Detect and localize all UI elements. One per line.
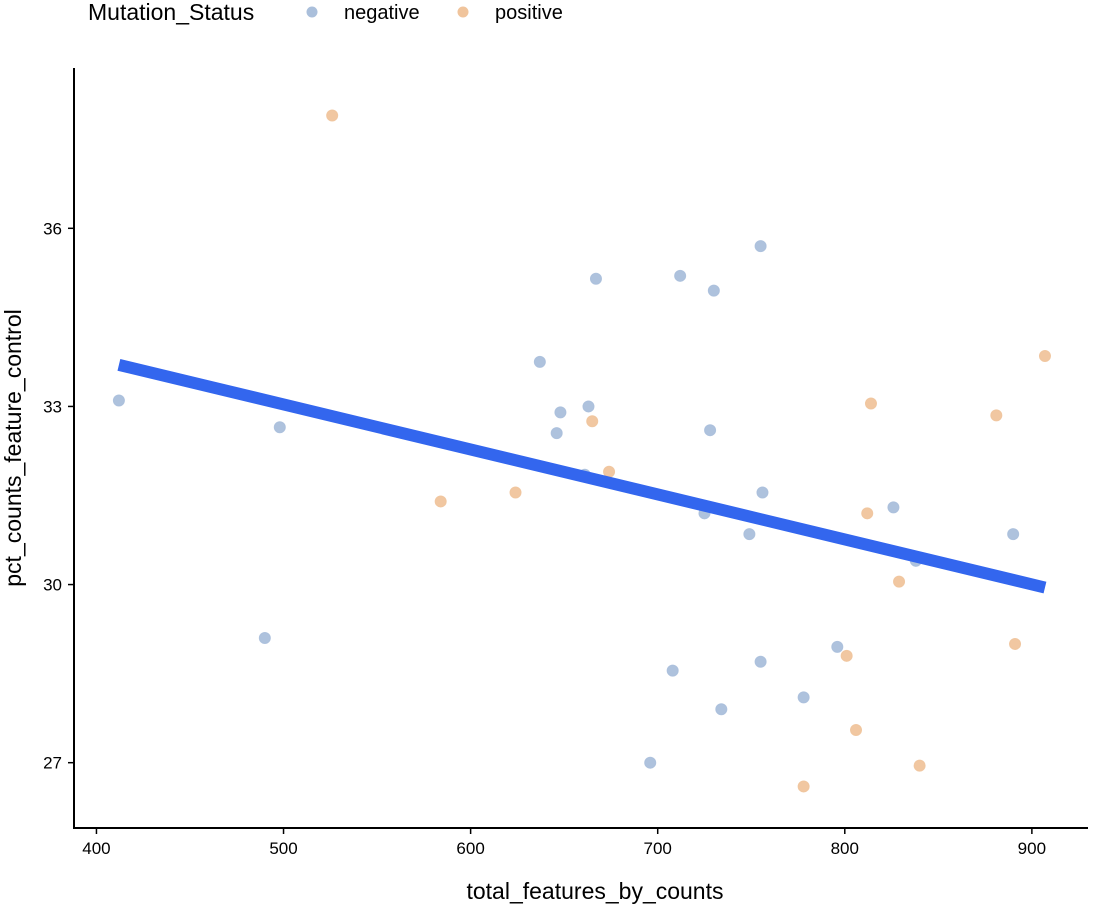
legend-title: Mutation_Status bbox=[88, 0, 254, 25]
point-negative bbox=[273, 421, 286, 434]
x-tick-label: 500 bbox=[269, 839, 297, 858]
x-tick-label: 600 bbox=[456, 839, 484, 858]
point-positive bbox=[586, 415, 599, 428]
legend-key-positive bbox=[457, 6, 469, 18]
point-negative bbox=[887, 501, 900, 514]
x-axis-title: total_features_by_counts bbox=[466, 878, 723, 904]
point-negative bbox=[1007, 528, 1020, 541]
point-negative bbox=[754, 240, 767, 253]
trend-line bbox=[117, 359, 1047, 594]
point-positive bbox=[603, 465, 616, 478]
point-negative bbox=[756, 486, 769, 499]
y-tick-label: 33 bbox=[43, 397, 62, 416]
x-tick-label: 800 bbox=[831, 839, 859, 858]
point-negative bbox=[533, 355, 546, 368]
point-negative bbox=[797, 691, 810, 704]
point-negative bbox=[707, 284, 720, 297]
y-axis-title: pct_counts_feature_control bbox=[0, 309, 26, 586]
point-negative bbox=[715, 703, 728, 716]
point-negative bbox=[258, 632, 271, 644]
point-positive bbox=[864, 397, 877, 410]
point-negative bbox=[831, 640, 844, 653]
point-negative bbox=[644, 756, 657, 769]
point-negative bbox=[666, 664, 679, 677]
x-tick-label: 900 bbox=[1018, 839, 1046, 858]
point-positive bbox=[861, 507, 874, 520]
point-negative bbox=[589, 272, 602, 285]
legend-label-positive: positive bbox=[495, 2, 563, 24]
point-positive bbox=[1038, 349, 1051, 362]
y-tick-label: 30 bbox=[43, 576, 62, 595]
point-negative bbox=[582, 400, 595, 413]
point-negative bbox=[554, 406, 567, 419]
point-positive bbox=[1009, 637, 1022, 650]
point-positive bbox=[797, 780, 810, 793]
y-tick-label: 36 bbox=[43, 219, 62, 238]
point-positive bbox=[434, 495, 447, 508]
point-positive bbox=[850, 724, 863, 737]
y-tick-label: 27 bbox=[43, 754, 62, 773]
x-tick-label: 700 bbox=[644, 839, 672, 858]
point-positive bbox=[990, 409, 1003, 422]
legend-key-negative bbox=[306, 6, 318, 18]
point-positive bbox=[509, 486, 522, 499]
point-positive bbox=[840, 649, 853, 662]
point-negative bbox=[674, 269, 687, 282]
point-negative bbox=[754, 655, 767, 668]
point-negative bbox=[743, 528, 756, 541]
point-positive bbox=[893, 575, 906, 588]
axes: 400 500 600 700 800 900 27 30 33 36 bbox=[43, 68, 1088, 858]
point-positive bbox=[326, 109, 339, 122]
x-tick-label: 400 bbox=[82, 839, 110, 858]
point-negative bbox=[550, 427, 563, 440]
trend-line-group bbox=[117, 359, 1047, 594]
point-negative bbox=[704, 424, 717, 437]
point-negative bbox=[112, 394, 125, 407]
legend: Mutation_Status negative positive bbox=[88, 0, 563, 25]
data-points bbox=[112, 109, 1051, 793]
point-positive bbox=[913, 759, 926, 772]
legend-label-negative: negative bbox=[344, 2, 420, 24]
